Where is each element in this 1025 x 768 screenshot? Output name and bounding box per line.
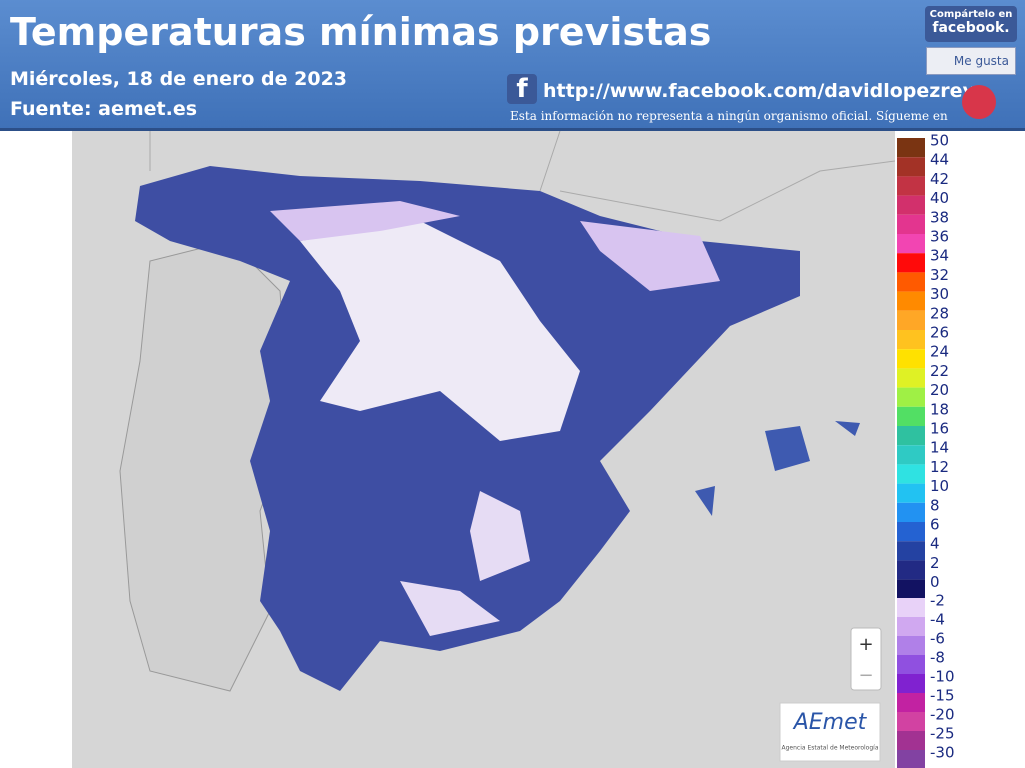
legend-label: 12 <box>930 458 949 476</box>
facebook-icon[interactable]: f <box>507 74 537 104</box>
legend-label: 8 <box>930 496 940 514</box>
url[interactable]: http://www.facebook.com/davidlopezrey <box>543 80 975 102</box>
legend-label: -2 <box>930 592 945 610</box>
share-button[interactable]: Compártelo en facebook. <box>925 6 1017 42</box>
spain <box>135 166 800 691</box>
border-lines <box>149 131 896 222</box>
legend-swatch <box>897 731 925 750</box>
legend-swatch <box>897 310 925 330</box>
legend-label: 0 <box>930 573 940 591</box>
legend-label: 2 <box>930 554 940 572</box>
legend-label: 20 <box>930 381 949 399</box>
legend-swatch <box>897 636 925 655</box>
legend-swatch <box>897 541 925 561</box>
legend-label: 22 <box>930 362 949 380</box>
legend-swatch <box>897 330 925 350</box>
legend-label: 38 <box>930 208 949 226</box>
cold-area <box>270 201 720 291</box>
legend-label: 30 <box>930 285 949 303</box>
legend-swatch <box>897 693 925 712</box>
legend-label: 16 <box>930 420 949 438</box>
legend-swatch <box>897 464 925 484</box>
legend-label: 4 <box>930 535 940 553</box>
legend-label: 44 <box>930 151 949 169</box>
legend-swatch <box>897 157 925 177</box>
legend-swatch <box>897 234 925 254</box>
share-top: Compártelo en <box>929 9 1013 20</box>
legend-label: 28 <box>930 304 949 322</box>
legend-swatch <box>897 291 925 311</box>
legend-swatch <box>897 368 925 388</box>
legend-label: 26 <box>930 324 949 342</box>
legend-label: -30 <box>930 744 955 762</box>
legend-swatch <box>897 214 925 234</box>
aemet-name: AEmet <box>792 710 868 735</box>
zoom-out[interactable]: − <box>858 665 873 686</box>
legend-label: -10 <box>930 668 955 686</box>
legend-swatch <box>897 617 925 636</box>
legend-swatch <box>897 598 925 617</box>
legend-swatch <box>897 655 925 674</box>
like-text: Me gusta <box>953 54 1009 68</box>
legend-label: 24 <box>930 343 949 361</box>
legend-label: 40 <box>930 189 949 207</box>
legend-swatch <box>897 502 925 522</box>
legend-swatch <box>897 560 925 580</box>
legend-swatch <box>897 674 925 693</box>
legend-label: 32 <box>930 266 949 284</box>
legend-label: -20 <box>930 706 955 724</box>
author-logo <box>962 85 996 119</box>
balearic <box>695 421 860 516</box>
legend-swatch <box>897 712 925 731</box>
aemet-subtitle: Agencia Estatal de Meteorología <box>782 745 879 752</box>
legend-swatch <box>897 349 925 369</box>
legend-swatch <box>897 426 925 446</box>
legend-swatch <box>897 483 925 503</box>
cold-area <box>400 491 530 636</box>
legend-swatch <box>897 579 925 599</box>
like-button[interactable]: Me gusta <box>926 47 1016 75</box>
legend-label: 34 <box>930 247 949 265</box>
legend-label: -15 <box>930 687 955 705</box>
legend-label: 50 <box>930 132 949 150</box>
legend-swatch <box>897 522 925 542</box>
legend-label: -8 <box>930 649 945 667</box>
map: AEmet Agencia Estatal de Meteorología + … <box>72 131 1025 768</box>
aemet-logo <box>779 702 881 762</box>
cold-area <box>300 221 580 441</box>
legend-swatch <box>897 387 925 407</box>
title: Temperaturas mínimas previstas <box>10 10 712 54</box>
zoom-control <box>850 627 882 691</box>
legend-label: 18 <box>930 400 949 418</box>
zoom-in[interactable]: + <box>858 634 873 655</box>
legend-label: 14 <box>930 439 949 457</box>
legend-label: 6 <box>930 516 940 534</box>
share-brand: facebook. <box>932 20 1010 36</box>
legend-label: -25 <box>930 725 955 743</box>
legend-swatch <box>897 445 925 465</box>
source: Fuente: aemet.es <box>10 98 198 120</box>
legend-swatch <box>897 176 925 196</box>
legend-label: -6 <box>930 630 945 648</box>
legend-swatch <box>897 138 925 158</box>
legend-label: 42 <box>930 170 949 188</box>
date: Miércoles, 18 de enero de 2023 <box>10 68 348 90</box>
legend-swatch <box>897 750 925 768</box>
legend-swatch <box>897 253 925 273</box>
legend-swatch <box>897 272 925 292</box>
header: Temperaturas mínimas previstas Miércoles… <box>0 0 1025 131</box>
legend-label: 36 <box>930 228 949 246</box>
legend-swatch <box>897 406 925 426</box>
legend-label: -4 <box>930 611 945 629</box>
legend-label: 10 <box>930 477 949 495</box>
disclaimer: Esta información no representa a ningún … <box>510 109 948 123</box>
legend-swatch <box>897 195 925 215</box>
